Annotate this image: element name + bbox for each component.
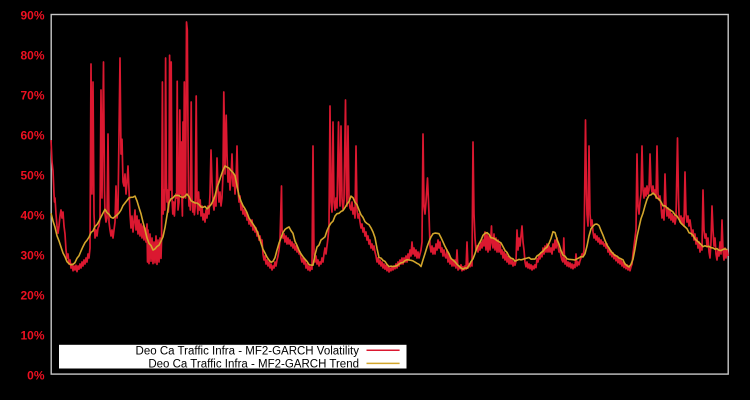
- svg-text:90%: 90%: [20, 9, 44, 23]
- svg-text:Deo Ca Traffic Infra - MF2-GAR: Deo Ca Traffic Infra - MF2-GARCH Volatil…: [136, 346, 360, 358]
- svg-text:10%: 10%: [20, 329, 44, 343]
- svg-text:80%: 80%: [20, 49, 44, 63]
- svg-text:50%: 50%: [20, 169, 44, 183]
- svg-text:60%: 60%: [20, 129, 44, 143]
- svg-text:0%: 0%: [27, 369, 45, 383]
- svg-text:20%: 20%: [20, 289, 44, 303]
- svg-text:40%: 40%: [20, 209, 44, 223]
- svg-text:Deo Ca Traffic Infra - MF2-GAR: Deo Ca Traffic Infra - MF2-GARCH Trend: [148, 359, 359, 371]
- svg-text:70%: 70%: [20, 89, 44, 103]
- svg-text:30%: 30%: [20, 249, 44, 263]
